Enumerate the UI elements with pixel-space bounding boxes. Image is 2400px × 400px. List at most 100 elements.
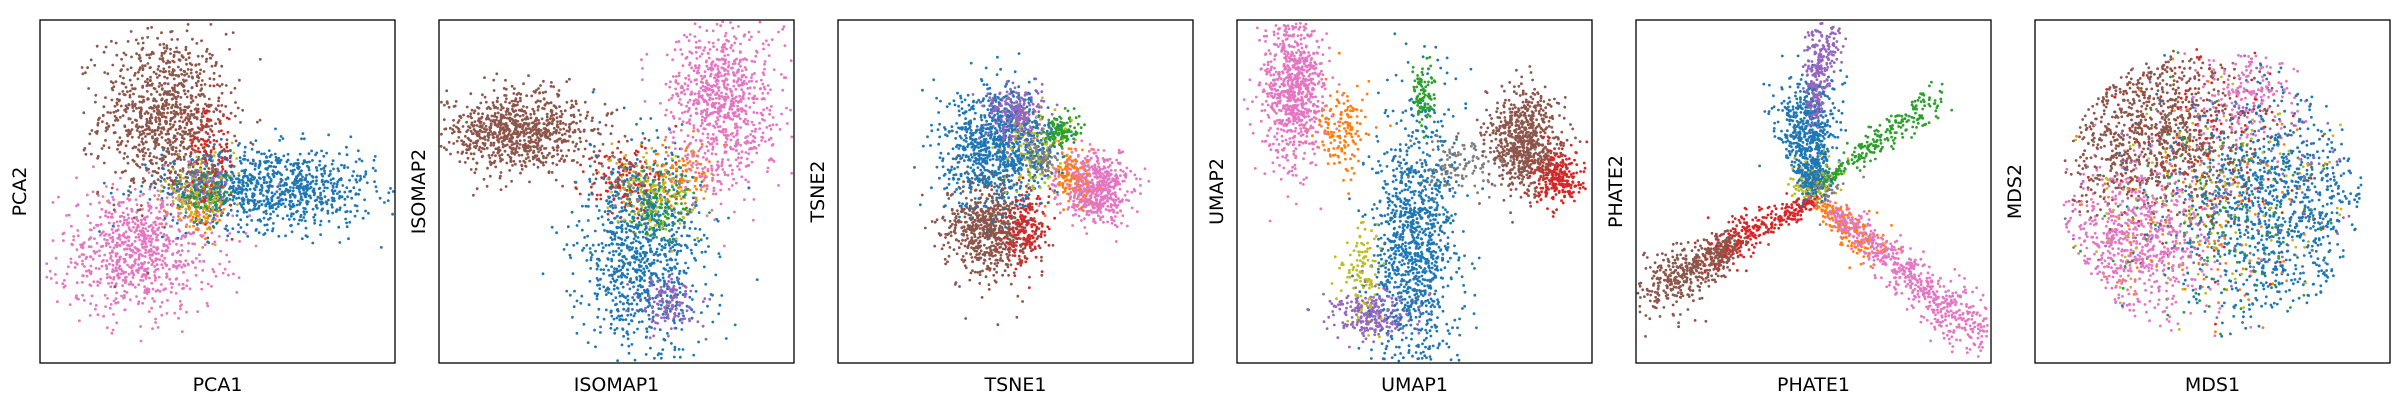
scatter-point bbox=[204, 130, 208, 134]
scatter-point bbox=[140, 242, 144, 246]
scatter-point bbox=[122, 157, 126, 160]
scatter-point bbox=[661, 178, 665, 182]
scatter-point bbox=[705, 29, 709, 33]
scatter-point bbox=[291, 204, 295, 208]
scatter-point bbox=[712, 137, 716, 141]
scatter-point bbox=[698, 174, 702, 178]
scatter-point bbox=[189, 173, 193, 177]
scatter-point bbox=[109, 257, 112, 260]
scatter-point bbox=[630, 138, 633, 142]
scatter-point bbox=[116, 274, 119, 277]
pca-y-axis-label: PCA2 bbox=[9, 167, 31, 217]
scatter-point bbox=[89, 236, 93, 240]
scatter-point bbox=[501, 142, 505, 146]
scatter-point bbox=[186, 249, 190, 253]
scatter-point bbox=[140, 74, 144, 78]
scatter-point bbox=[667, 146, 671, 149]
scatter-point bbox=[670, 96, 673, 100]
scatter-point bbox=[279, 184, 282, 188]
scatter-point bbox=[179, 111, 183, 114]
scatter-point bbox=[167, 70, 171, 73]
scatter-point bbox=[137, 233, 141, 236]
scatter-point bbox=[771, 123, 775, 127]
scatter-point bbox=[147, 288, 151, 291]
scatter-point bbox=[717, 58, 721, 62]
scatter-point bbox=[290, 212, 293, 216]
scatter-point bbox=[189, 96, 193, 100]
scatter-point bbox=[181, 167, 185, 171]
scatter-point bbox=[142, 100, 146, 103]
scatter-point bbox=[518, 139, 522, 143]
scatter-point bbox=[678, 117, 681, 121]
scatter-point bbox=[119, 104, 123, 108]
scatter-point bbox=[247, 199, 251, 203]
scatter-point bbox=[372, 158, 376, 162]
scatter-point bbox=[699, 124, 703, 128]
scatter-point bbox=[218, 262, 222, 266]
scatter-point bbox=[158, 210, 161, 214]
scatter-point bbox=[186, 112, 190, 116]
scatter-point bbox=[251, 199, 255, 203]
scatter-point bbox=[80, 245, 83, 249]
scatter-point bbox=[212, 154, 216, 158]
scatter-point bbox=[672, 130, 676, 134]
scatter-point bbox=[769, 88, 772, 92]
scatter-point bbox=[129, 254, 132, 257]
scatter-point bbox=[169, 290, 173, 294]
scatter-point bbox=[138, 194, 142, 198]
scatter-point bbox=[147, 209, 151, 213]
scatter-point bbox=[260, 203, 264, 207]
scatter-point bbox=[133, 71, 137, 75]
scatter-point bbox=[496, 96, 500, 100]
scatter-point bbox=[146, 35, 150, 39]
scatter-point bbox=[640, 145, 644, 149]
scatter-point bbox=[258, 192, 262, 195]
scatter-point bbox=[289, 224, 292, 228]
scatter-point bbox=[600, 242, 604, 245]
scatter-point bbox=[596, 292, 599, 296]
scatter-point bbox=[119, 141, 123, 145]
scatter-point bbox=[154, 276, 158, 280]
scatter-point bbox=[96, 223, 100, 227]
scatter-point bbox=[143, 267, 147, 271]
scatter-point bbox=[567, 148, 571, 152]
scatter-point bbox=[190, 144, 194, 148]
scatter-point bbox=[680, 52, 684, 56]
scatter-point bbox=[639, 269, 643, 273]
scatter-point bbox=[114, 297, 118, 300]
scatter-point bbox=[707, 40, 711, 44]
scatter-point bbox=[92, 165, 95, 169]
scatter-point bbox=[310, 174, 314, 178]
scatter-point bbox=[165, 76, 169, 80]
scatter-point bbox=[119, 176, 122, 180]
scatter-point bbox=[283, 181, 287, 185]
scatter-point bbox=[510, 179, 513, 183]
scatter-point bbox=[215, 139, 219, 143]
scatter-point bbox=[651, 167, 655, 171]
scatter-point bbox=[671, 172, 675, 176]
scatter-point bbox=[162, 115, 166, 118]
scatter-point bbox=[594, 168, 598, 172]
scatter-point bbox=[190, 210, 194, 214]
scatter-point bbox=[138, 133, 142, 137]
scatter-point bbox=[732, 177, 735, 181]
scatter-point bbox=[379, 246, 383, 249]
scatter-point bbox=[94, 93, 98, 97]
scatter-point bbox=[495, 72, 499, 76]
scatter-point bbox=[219, 145, 223, 149]
scatter-point bbox=[176, 84, 180, 87]
scatter-point bbox=[559, 119, 562, 123]
scatter-point bbox=[141, 64, 145, 67]
scatter-point bbox=[181, 120, 185, 124]
scatter-point bbox=[106, 72, 110, 76]
scatter-point bbox=[149, 93, 153, 96]
scatter-point bbox=[65, 272, 69, 276]
scatter-point bbox=[618, 300, 622, 304]
scatter-point bbox=[599, 268, 603, 271]
scatter-point bbox=[477, 117, 481, 120]
scatter-point bbox=[166, 147, 170, 150]
scatter-point bbox=[626, 283, 629, 286]
scatter-point bbox=[193, 163, 196, 166]
scatter-point bbox=[371, 166, 375, 170]
scatter-point bbox=[229, 185, 233, 189]
